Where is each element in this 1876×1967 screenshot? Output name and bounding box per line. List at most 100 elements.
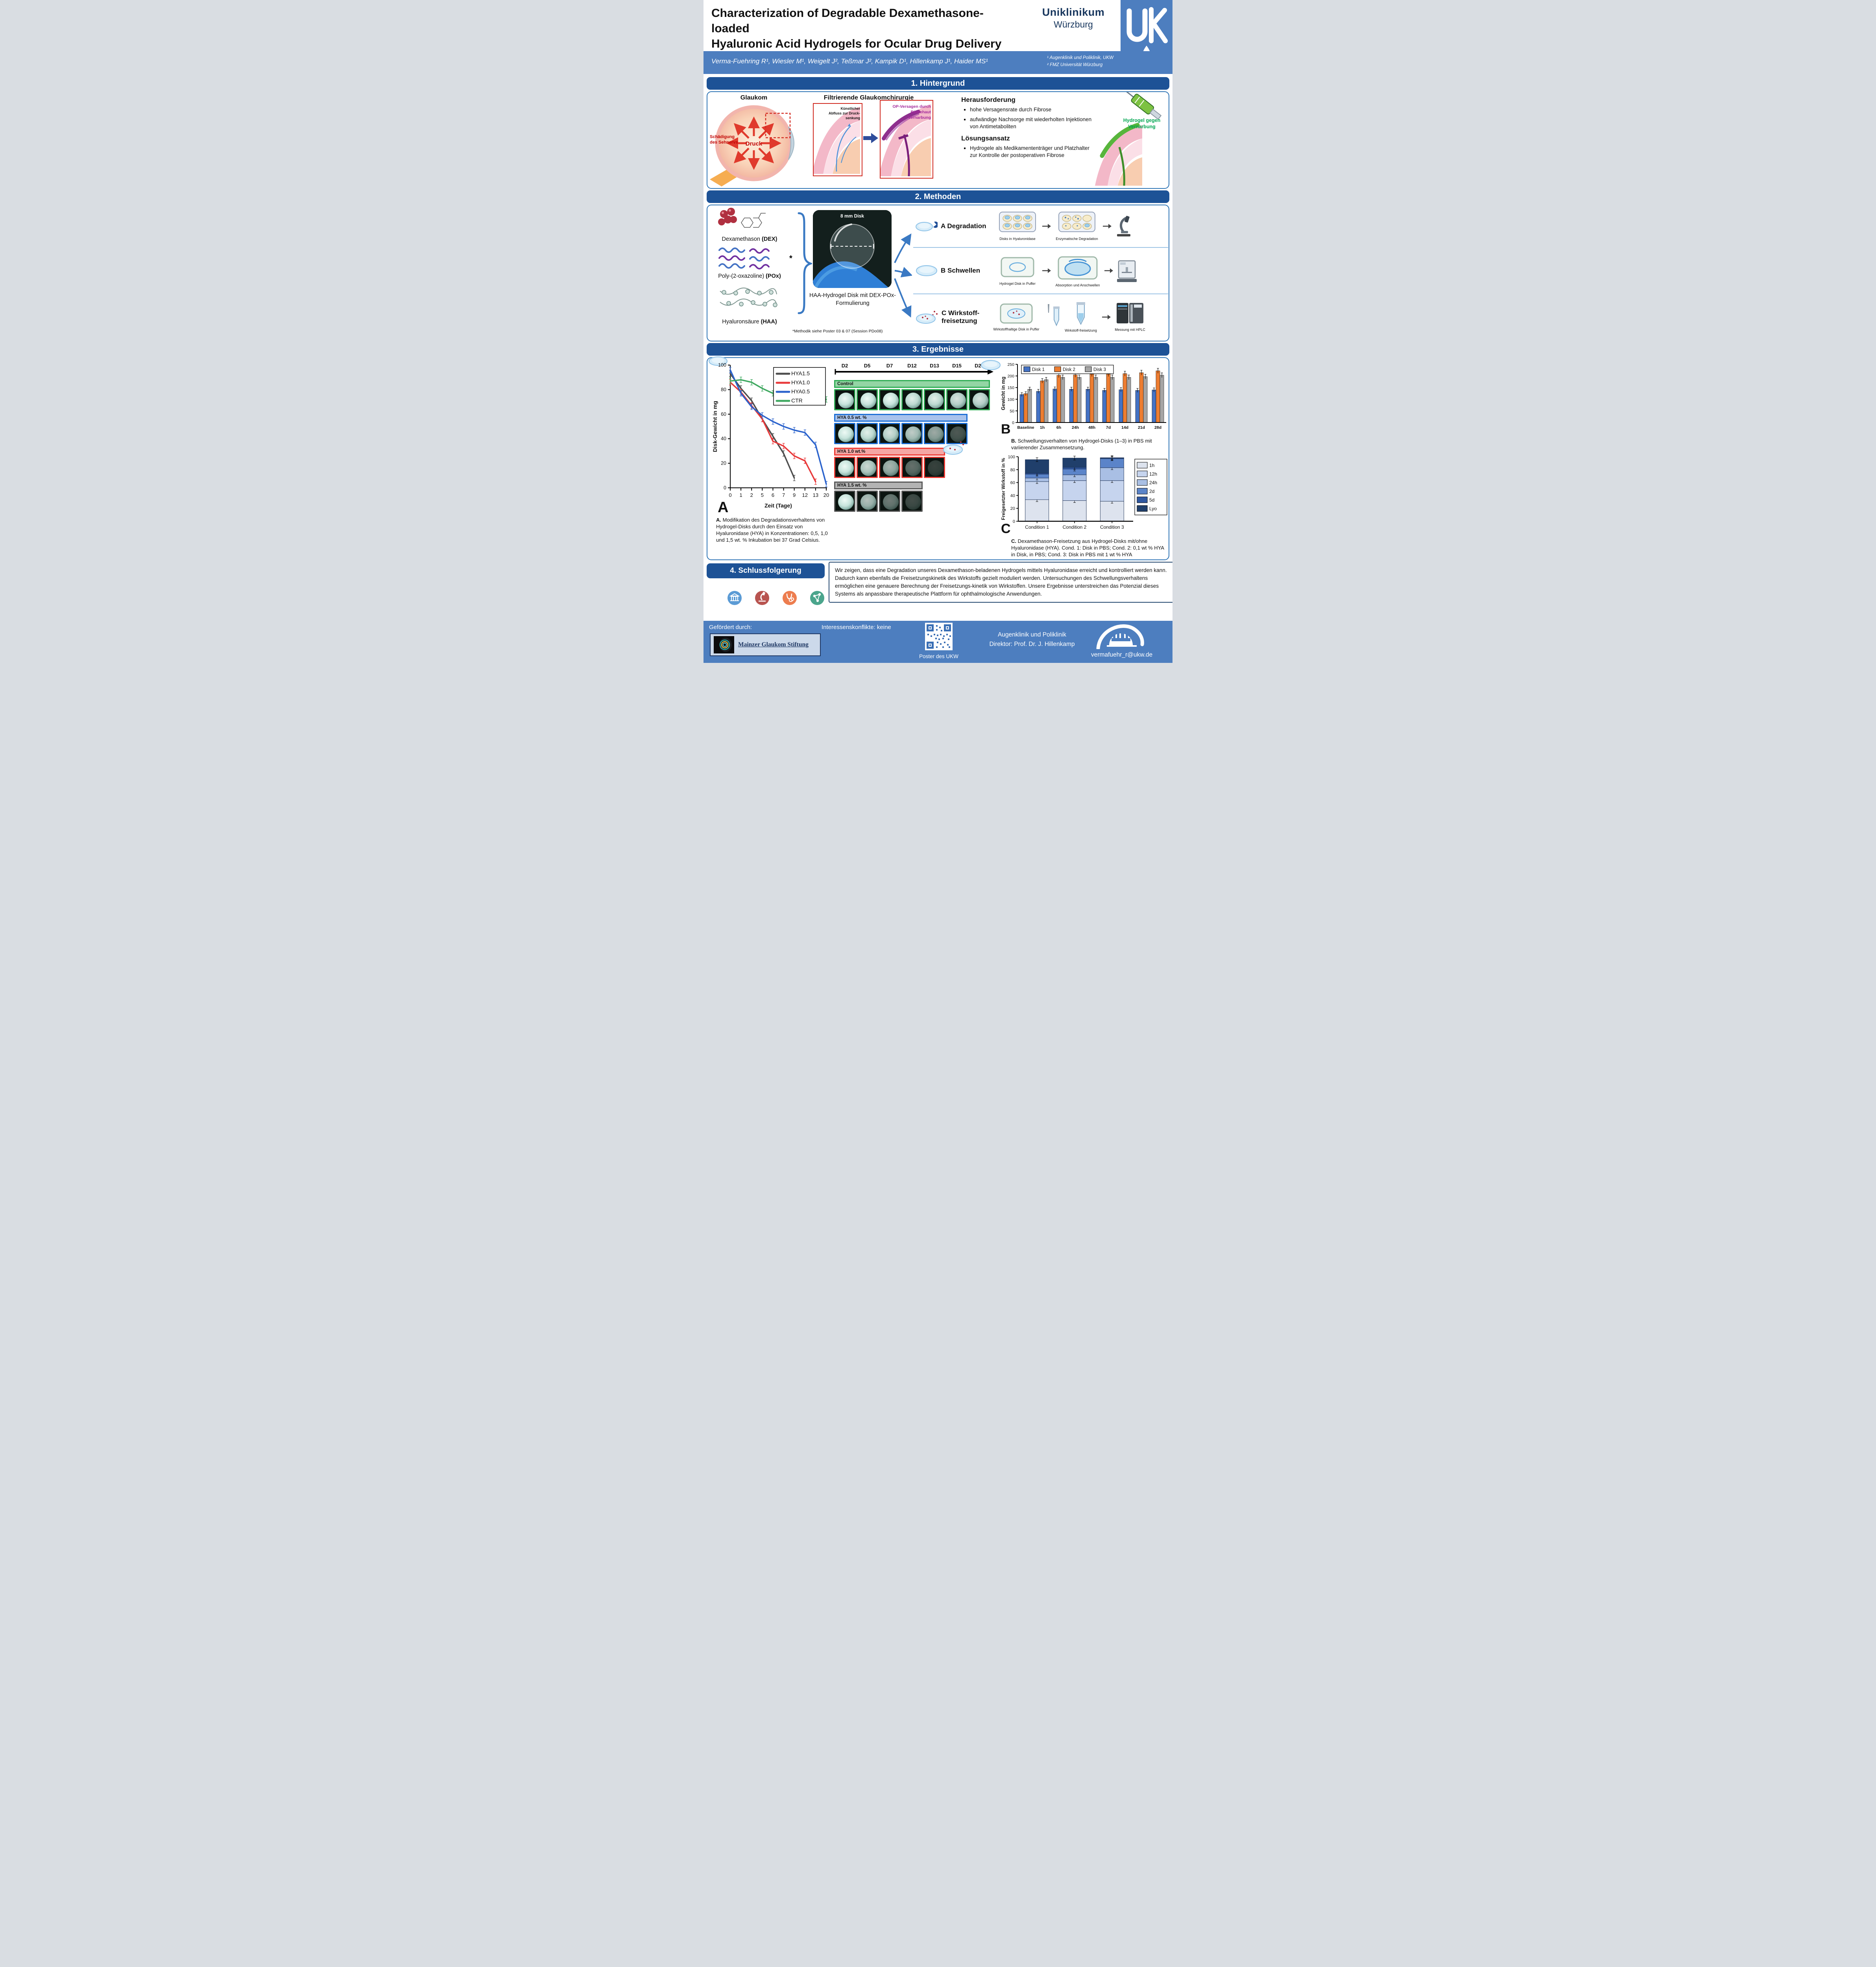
bar-Disk 3 [1126,377,1131,423]
bar-Disk 2 [1023,393,1028,423]
x-axis-label: Zeit (Tage) [764,502,792,509]
step-absorption-swelling: Absorption und Anschwellen [1054,254,1101,288]
arrow-right-icon [1103,224,1112,229]
step-label: Hydrogel Disk in Puffer [999,282,1036,286]
legend-swatch [1054,366,1061,372]
funder-badge: Mainzer Glaukom Stiftung [710,633,821,656]
disk-grid-rows: Control HYA 0.5 wt. % HYA 1.0 wt.% HYA 1.5 … [834,380,996,512]
y-tick-label: 20 [721,461,726,466]
bar-Disk 2 [1089,374,1094,423]
x-tick-label: 28d [1154,425,1161,430]
bar-Disk 1 [1036,391,1041,423]
series-line-HYA0.5 [729,369,827,485]
hydrogel-diagram: Hydrogel gegen Vernarbung [1095,81,1168,186]
fortress-logo-icon [1096,624,1144,650]
org-line1: Uniklinikum [1042,6,1105,18]
x-tick-label: 13 [813,492,818,498]
solution-list: Hydrogele als Medikamententräger und Pla… [961,145,1093,159]
title-line2: Hyaluronic Acid Hydrogels for Ocular Dru… [711,37,1002,50]
disk-tiles [834,389,996,410]
disk-image [901,491,923,512]
arrow-right-icon [1102,315,1111,319]
section3-banner: 3. Ergebnisse [707,343,1169,356]
x-tick-label: 7 [782,492,785,498]
x-tick-label: 12 [802,492,808,498]
eye-illustration: Druck [710,105,794,186]
x-tick-label: 1h [1040,425,1045,430]
title-line1: Characterization of Degradable Dexametha… [711,7,984,35]
dexamethasone-structure-icon [718,208,766,228]
disk-circle [838,393,854,408]
microscope-icon [1117,216,1130,236]
method-a-name: A Degradation [941,222,986,230]
buffer-dish-icon [1001,257,1034,277]
disk-image [879,491,900,512]
clinic-info: Augenklinik und Poliklinik Direktor: Pro… [979,630,1085,649]
timepoint-label: D5 [864,363,871,369]
x-tick-label: 6 [772,492,774,498]
results-right-column: 0 50 100 150 200 250 Baseline 1h 6h 24h 48h 7d 14d 21… [999,361,1169,558]
series-line-HYA1.0 [729,381,816,483]
petri-dish-drug-icon [916,311,938,324]
x-tick-label: Baseline [1017,425,1034,430]
challenge-list: hohe Versagensrate durch Fibrose aufwänd… [961,106,1093,131]
timeline-arrow-icon [835,369,993,375]
funder-name: Mainzer Glaukom Stiftung [738,641,809,648]
methods-footnote: *Methodik siehe Poster 03 & 07 (Session … [792,329,883,334]
method-row-degradation: A Degradation Disks in Hyaluronida [913,205,1168,247]
legend-swatch [1137,479,1148,486]
disk-image [834,423,855,444]
y-tick-label: 0 [724,485,726,491]
stack-1h [1062,500,1087,522]
eye-photo-icon [714,636,734,653]
stack-1h [1100,501,1124,522]
disk-image [857,389,878,410]
falcon-tube-icon [1076,302,1085,325]
timepoint-label: D7 [886,363,893,369]
method-row-release: C Wirkstoff-freisetzung Wirkstoffhaltige… [913,293,1168,340]
disk-circle [860,494,876,510]
y-tick-label: 80 [1010,468,1015,472]
dex-abbr: (DEX) [762,236,777,242]
disk-row-banner: HYA 1.0 wt.% [834,448,945,456]
clinic-line1: Augenklinik und Poliklinik [997,631,1067,638]
arrow-right-icon [1042,224,1051,229]
step-enzymatic-degradation: Enzymatische Degradation [1054,211,1100,241]
y-tick-label: 40 [721,436,726,441]
pox-abbr: (POx) [766,273,781,279]
disk-image [901,389,923,410]
caption-a: A. Modifikation des Degradationsverhalte… [716,517,831,544]
petri-dish-icon [981,360,1001,370]
pox-name: Poly-(2-oxazoline) [718,273,766,279]
disk-image [834,389,855,410]
disk-circle [883,460,899,476]
disk-circle [928,426,944,442]
disk-circle [860,393,876,408]
bar-Disk 2 [1123,373,1127,423]
petri-dish-icon [709,356,728,366]
x-tick-label: 1 [739,492,742,498]
haa-name: Hyaluronsäure [722,319,761,325]
legend-label: 5d [1149,497,1154,503]
bar-Disk 3 [1027,389,1032,423]
step-label: Absorption und Anschwellen [1055,283,1100,288]
timepoint-label: D2 [841,363,848,369]
bar-Disk 2 [1056,375,1061,423]
x-tick-label: 6h [1056,425,1061,430]
x-tick-label: 9 [793,492,796,498]
stack-1h [1025,499,1049,522]
x-tick-label: 48h [1088,425,1095,430]
step-label: Messung mit HPLC [1115,328,1145,332]
y-tick-label: 80 [721,387,726,392]
challenge-bullet-2: aufwändige Nachsorge mit wiederholten In… [970,116,1093,130]
hydrogel-label: Hydrogel gegen Vernarbung [1123,118,1161,130]
disk-row-banner: HYA 1.5 wt. % [834,482,923,489]
section1-box: Glaukom Druck [707,81,1169,189]
disk-circle [838,460,854,476]
legend-swatch [1137,496,1148,503]
bar-Disk 2 [1040,380,1045,423]
well-plate-icon [999,212,1036,232]
hplc-machine-icon [1117,303,1143,324]
solution-bullet-1: Hydrogele als Medikamententräger und Pla… [970,145,1093,159]
disk-tiles [834,423,996,444]
